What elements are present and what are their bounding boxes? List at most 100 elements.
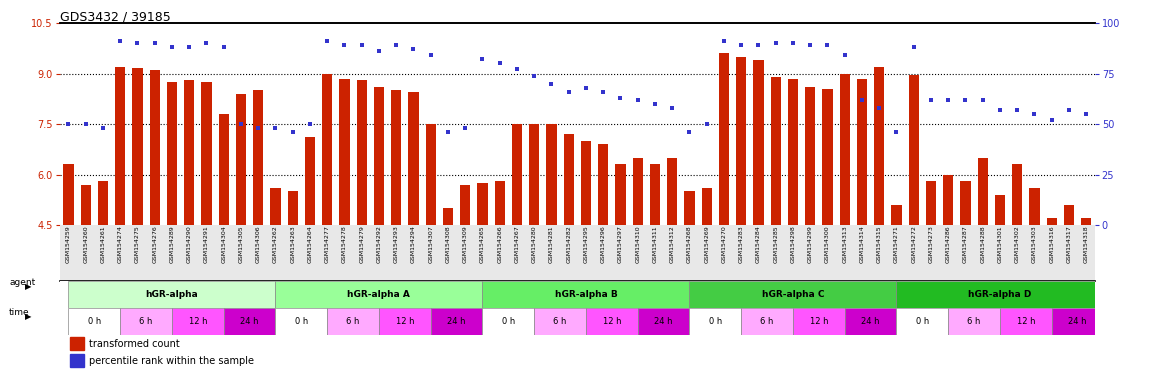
Bar: [874, 67, 884, 225]
Point: [386, 42, 406, 48]
Bar: [788, 79, 798, 225]
Text: 12 h: 12 h: [396, 317, 414, 326]
Point: [214, 44, 232, 50]
Bar: [322, 73, 332, 225]
Text: 12 h: 12 h: [810, 317, 828, 326]
Point: [628, 97, 646, 103]
Bar: [81, 185, 91, 225]
Text: percentile rank within the sample: percentile rank within the sample: [89, 356, 254, 366]
Bar: [374, 87, 384, 225]
Bar: [793, 308, 844, 335]
Bar: [546, 124, 557, 225]
Point: [904, 44, 922, 50]
Bar: [391, 90, 401, 225]
Text: ▶: ▶: [25, 281, 32, 291]
Point: [405, 46, 423, 52]
Bar: [356, 80, 367, 225]
Bar: [844, 308, 897, 335]
Text: transformed count: transformed count: [89, 339, 179, 349]
Point: [198, 40, 216, 46]
Point: [697, 121, 715, 127]
Bar: [253, 90, 263, 225]
Bar: [276, 281, 483, 308]
Point: [784, 40, 803, 46]
Bar: [305, 137, 315, 225]
Point: [1042, 117, 1060, 123]
Bar: [632, 158, 643, 225]
Bar: [598, 144, 608, 225]
Point: [766, 40, 784, 46]
Bar: [201, 82, 212, 225]
Point: [543, 81, 561, 87]
Point: [922, 97, 941, 103]
Point: [662, 105, 681, 111]
Bar: [736, 57, 746, 225]
Point: [524, 73, 543, 79]
Bar: [288, 191, 298, 225]
Bar: [840, 73, 850, 225]
Point: [317, 38, 337, 44]
Text: hGR-alpha: hGR-alpha: [146, 290, 198, 299]
Bar: [1029, 188, 1040, 225]
Point: [60, 121, 78, 127]
Bar: [218, 114, 229, 225]
Text: 0 h: 0 h: [708, 317, 722, 326]
Bar: [1012, 164, 1022, 225]
Bar: [650, 164, 660, 225]
Text: 0 h: 0 h: [501, 317, 515, 326]
Text: 6 h: 6 h: [967, 317, 981, 326]
Bar: [98, 181, 108, 225]
Text: ▶: ▶: [25, 312, 32, 321]
Bar: [615, 164, 626, 225]
Bar: [328, 308, 380, 335]
Bar: [426, 124, 436, 225]
Point: [163, 44, 182, 50]
Bar: [270, 188, 281, 225]
Bar: [483, 281, 690, 308]
Point: [869, 105, 888, 111]
Point: [129, 40, 147, 46]
Text: 0 h: 0 h: [87, 317, 101, 326]
Point: [283, 129, 301, 135]
Bar: [115, 67, 125, 225]
Bar: [805, 87, 815, 225]
Point: [370, 48, 389, 55]
Bar: [690, 308, 741, 335]
Bar: [132, 68, 143, 225]
Bar: [184, 80, 194, 225]
Bar: [822, 89, 833, 225]
Text: 24 h: 24 h: [447, 317, 466, 326]
Bar: [564, 134, 574, 225]
Text: 12 h: 12 h: [1017, 317, 1035, 326]
Bar: [408, 92, 419, 225]
Point: [439, 129, 458, 135]
Text: hGR-alpha A: hGR-alpha A: [347, 290, 411, 299]
Point: [145, 40, 164, 46]
Bar: [63, 164, 74, 225]
Bar: [943, 174, 953, 225]
Bar: [172, 308, 223, 335]
Bar: [637, 308, 690, 335]
Text: hGR-alpha D: hGR-alpha D: [968, 290, 1032, 299]
Bar: [380, 308, 430, 335]
Bar: [339, 79, 350, 225]
Bar: [1046, 218, 1057, 225]
Bar: [236, 94, 246, 225]
Point: [938, 97, 957, 103]
Bar: [741, 308, 794, 335]
Text: hGR-alpha C: hGR-alpha C: [761, 290, 825, 299]
Bar: [891, 205, 902, 225]
Text: 6 h: 6 h: [346, 317, 360, 326]
Bar: [1064, 205, 1074, 225]
Text: 6 h: 6 h: [139, 317, 153, 326]
Text: 0 h: 0 h: [294, 317, 308, 326]
Point: [852, 97, 872, 103]
Bar: [999, 308, 1051, 335]
Point: [455, 125, 475, 131]
Bar: [753, 60, 764, 225]
Point: [731, 42, 750, 48]
Point: [232, 121, 251, 127]
Bar: [167, 82, 177, 225]
Bar: [69, 281, 276, 308]
Text: 24 h: 24 h: [654, 317, 673, 326]
